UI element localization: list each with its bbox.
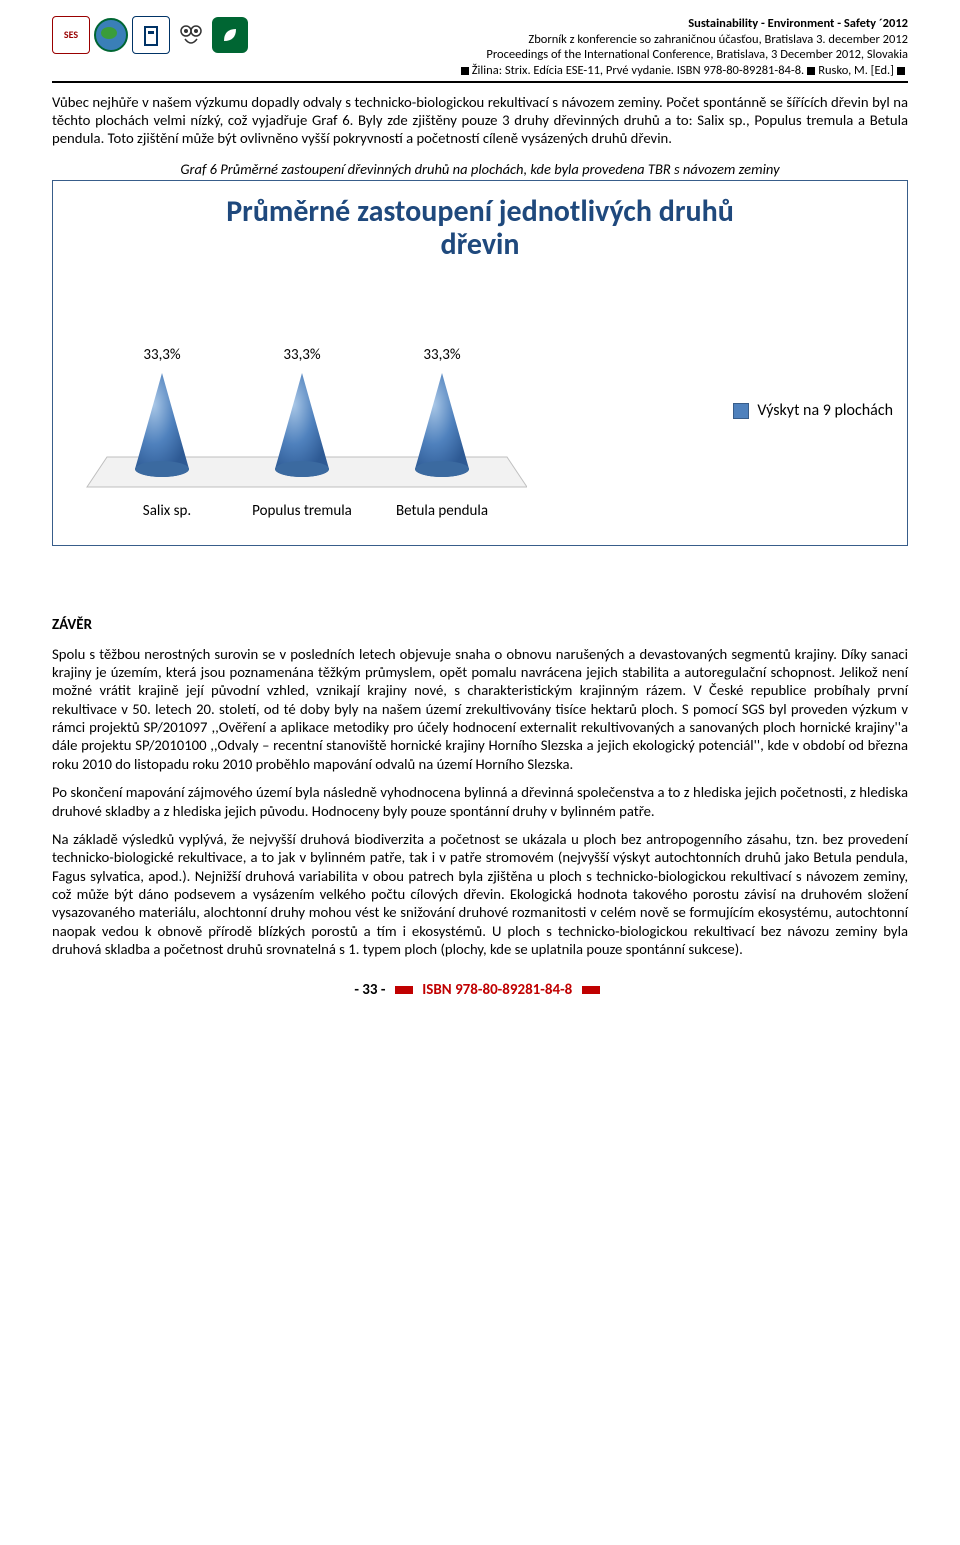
cat-label-3: Betula pendula [377,502,507,521]
header-line4a: Žilina: Strix. Edícia ESE-11, Prvé vydan… [472,63,805,78]
chart-legend: Výskyt na 9 plochách [733,401,893,421]
footer-separator-icon [395,986,413,994]
header-text: Sustainability - Environment - Safety ´2… [260,16,908,79]
cone-1-icon [127,371,197,481]
logo-strip: SES [52,16,248,54]
paragraph-4: Na základě výsledků vyplývá, že nejvyšší… [52,830,908,959]
footer-isbn: ISBN 978-80-89281-84-8 [422,981,572,999]
chart-container: Průměrné zastoupení jednotlivých druhů d… [52,180,908,546]
page-footer: - 33 - ISBN 978-80-89281-84-8 [52,981,908,1000]
cone-1: 33,3% [107,346,217,481]
chart-caption: Graf 6 Průměrné zastoupení dřevinných dr… [52,160,908,178]
chart-title-line1: Průměrné zastoupení jednotlivých druhů [226,193,734,230]
chart-title-line2: dřevin [440,226,519,263]
cat-label-2: Populus tremula [237,502,367,521]
header-line4b: Rusko, M. [Ed.] [818,63,894,78]
chart-body: 33,3% 33,3% 33,3% [67,301,893,521]
cone-2-icon [267,371,337,481]
ses-logo-icon: SES [52,16,90,54]
owl-logo-icon [173,17,209,53]
cone-3: 33,3% [387,346,497,481]
footer-separator-icon [582,986,600,994]
cone-2-value: 33,3% [247,346,357,365]
paragraph-3: Po skončení mapování zájmového území byl… [52,783,908,820]
leaf-logo-icon [212,17,248,53]
legend-label: Výskyt na 9 plochách [757,401,893,421]
paragraph-2: Spolu s těžbou nerostných surovin se v p… [52,645,908,774]
globe-logo-icon [93,17,129,53]
cat-label-1: Salix sp. [122,502,212,521]
cone-3-value: 33,3% [387,346,497,365]
legend-color-icon [733,403,749,419]
header-title: Sustainability - Environment - Safety ´2… [688,16,908,31]
section-heading-zaver: ZÁVĚR [52,616,908,635]
cone-2: 33,3% [247,346,357,481]
chart-plot: 33,3% 33,3% 33,3% [67,301,713,521]
chart-title: Průměrné zastoupení jednotlivých druhů d… [67,195,893,261]
cone-3-icon [407,371,477,481]
cone-1-value: 33,3% [107,346,217,365]
building-logo-icon [132,16,170,54]
page-number: - 33 - [354,981,385,999]
header-line2: Zborník z konferencie so zahraničnou úča… [528,32,908,47]
paragraph-intro: Vůbec nejhůře v našem výzkumu dopadly od… [52,93,908,148]
header-line3: Proceedings of the International Confere… [486,47,908,62]
page-header: SES Sustainability - Environment - Safet… [52,16,908,83]
